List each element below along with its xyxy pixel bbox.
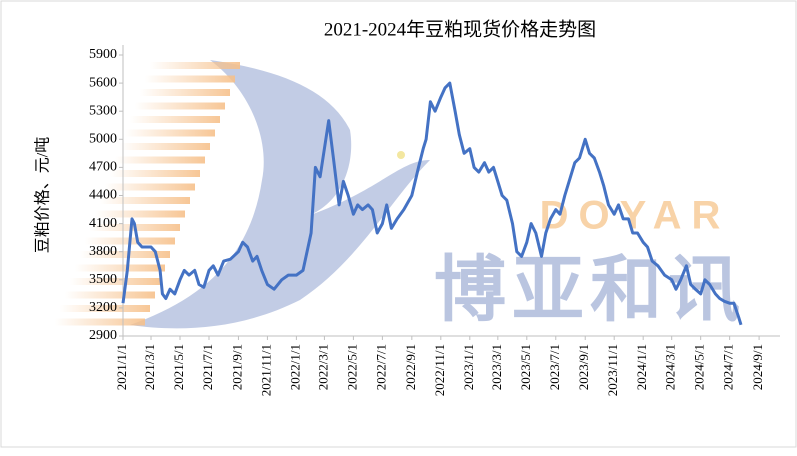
x-tick-label: 2022/5/1 (344, 344, 359, 390)
x-tick-label: 2021/11/1 (258, 344, 273, 396)
watermark-stripe (135, 102, 225, 110)
x-tick-label: 2023/1/1 (461, 344, 476, 390)
x-tick-label: 2023/11/1 (605, 344, 620, 396)
watermark-bird (130, 60, 430, 329)
y-tick-label: 4700 (89, 160, 117, 175)
watermark (55, 60, 430, 329)
x-tick-label: 2024/5/1 (692, 344, 707, 390)
y-tick-label: 4400 (89, 188, 117, 203)
x-tick-label: 2024/1/1 (634, 344, 649, 390)
x-tick-label: 2023/5/1 (518, 344, 533, 390)
watermark-stripe (80, 251, 170, 258)
x-tick-label: 2022/7/1 (373, 344, 388, 390)
watermark-stripe (100, 197, 190, 204)
x-tick-label: 2022/1/1 (287, 344, 302, 390)
watermark-stripe (150, 62, 240, 69)
watermark-stripe (120, 143, 210, 150)
x-tick-label: 2024/7/1 (721, 344, 736, 390)
x-tick-label: 2024/3/1 (663, 344, 678, 390)
watermark-stripe (95, 210, 185, 218)
y-axis-label: 豆粕价格、元/吨 (34, 137, 52, 253)
x-tick-label: 2023/3/1 (489, 344, 504, 390)
watermark-stripe (130, 116, 220, 123)
x-tick-label: 2024/9/1 (750, 344, 765, 390)
watermark-stripe (75, 264, 165, 272)
y-tick-label: 5900 (89, 47, 117, 62)
watermark-text: DOYAR (540, 194, 731, 238)
y-tick-label: 5000 (89, 132, 117, 147)
watermark-text: 博亚和讯 (434, 248, 746, 332)
x-tick-label: 2021/3/1 (142, 344, 157, 390)
watermark-stripe (55, 318, 145, 326)
x-tick-label: 2023/7/1 (547, 344, 562, 390)
watermark-stripe (105, 183, 195, 191)
watermark-stripe (115, 156, 205, 164)
x-tick-label: 2022/3/1 (315, 344, 330, 390)
watermark-stripe (145, 75, 235, 83)
x-tick-label: 2021/5/1 (171, 344, 186, 390)
watermark-stripe (65, 291, 155, 299)
x-tick-label: 2022/11/1 (432, 344, 447, 396)
x-tick-label: 2021/1/1 (114, 344, 129, 390)
x-tick-label: 2021/7/1 (200, 344, 215, 390)
y-tick-label: 3200 (89, 300, 117, 315)
price-line (121, 81, 743, 326)
y-tick-label: 3500 (89, 272, 117, 287)
watermark-stripe (140, 89, 230, 96)
watermark-stripe (110, 170, 200, 177)
chart-title: 2021-2024年豆粕现货价格走势图 (324, 18, 596, 40)
y-tick-label: 3800 (89, 244, 117, 259)
x-tick-label: 2023/9/1 (576, 344, 591, 390)
y-tick-label: 5600 (89, 75, 117, 90)
watermark-stripe (125, 129, 215, 137)
x-tick-label: 2021/9/1 (229, 344, 244, 390)
watermark-stripe (60, 305, 150, 312)
y-tick-label: 4100 (89, 216, 117, 231)
watermark-stripe (70, 278, 160, 285)
watermark-eye (397, 151, 405, 159)
y-tick-label: 5300 (89, 103, 117, 118)
x-tick-label: 2022/9/1 (403, 344, 418, 390)
y-tick-label: 2900 (89, 328, 117, 343)
